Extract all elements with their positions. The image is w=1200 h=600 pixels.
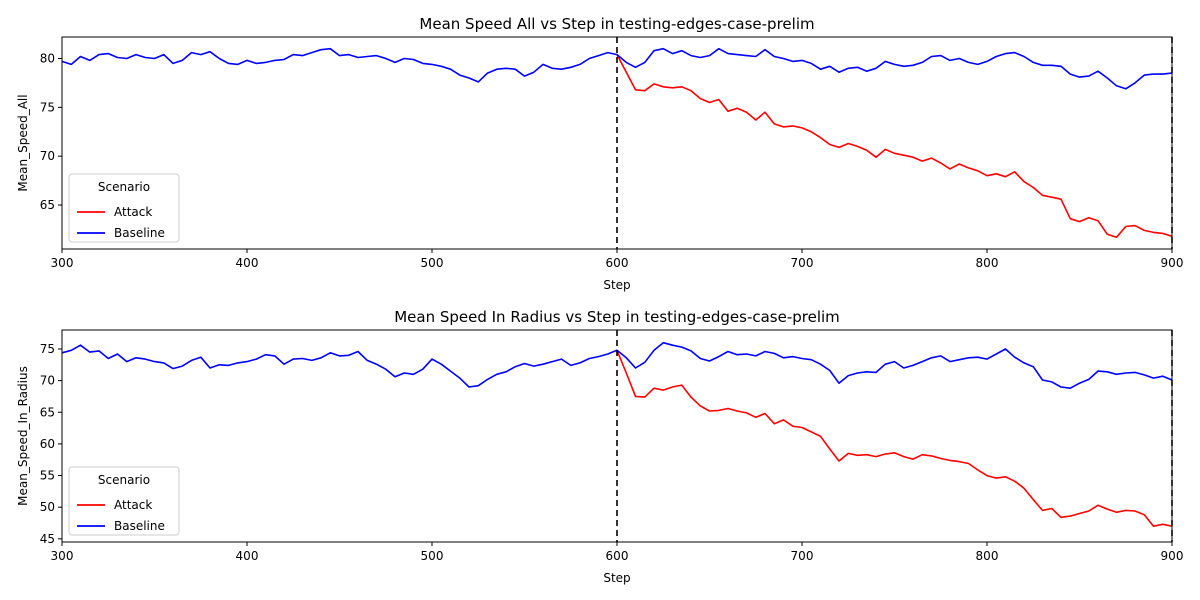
legend-label-attack: Attack xyxy=(114,498,152,512)
y-tick-label-65: 65 xyxy=(40,198,55,212)
y-tick-label-80: 80 xyxy=(40,51,55,65)
y-tick-label-50: 50 xyxy=(40,500,55,514)
legend: Scenario Attack Baseline xyxy=(68,466,180,536)
x-tick-label-500: 500 xyxy=(421,256,444,270)
y-tick-label-70: 70 xyxy=(40,149,55,163)
x-tick-label-600: 600 xyxy=(606,256,629,270)
x-axis-label: Step xyxy=(603,278,630,292)
chart-title: Mean Speed In Radius vs Step in testing-… xyxy=(394,308,840,326)
legend: Scenario Attack Baseline xyxy=(68,173,180,243)
series-line-baseline xyxy=(61,47,1173,90)
legend-box xyxy=(68,173,180,243)
chart-panel-mean-speed-all: 300 400 500 600 700 800 900 65 70 75 80 Mean Speed … xyxy=(16,15,1183,292)
x-tick-label-300: 300 xyxy=(51,549,74,563)
legend-label-attack: Attack xyxy=(114,205,152,219)
series-line-attack xyxy=(616,54,1173,239)
y-tick-label-60: 60 xyxy=(40,437,55,451)
x-tick-label-600: 600 xyxy=(606,549,629,563)
x-axis-label: Step xyxy=(603,571,630,585)
legend-title: Scenario xyxy=(98,473,150,487)
x-tick-label-800: 800 xyxy=(976,256,999,270)
y-tick-label-70: 70 xyxy=(40,374,55,388)
y-tick-label-75: 75 xyxy=(40,342,55,356)
series-line-attack xyxy=(616,349,1173,528)
x-tick-label-500: 500 xyxy=(421,549,444,563)
x-tick-label-300: 300 xyxy=(51,256,74,270)
y-tick-label-75: 75 xyxy=(40,100,55,114)
y-axis-label: Mean_Speed_All xyxy=(16,94,30,191)
x-tick-label-400: 400 xyxy=(236,549,259,563)
legend-box xyxy=(68,466,180,536)
x-tick-label-800: 800 xyxy=(976,549,999,563)
y-tick-label-55: 55 xyxy=(40,469,55,483)
legend-label-baseline: Baseline xyxy=(114,226,165,240)
x-tick-label-700: 700 xyxy=(791,549,814,563)
y-tick-label-65: 65 xyxy=(40,405,55,419)
x-tick-label-900: 900 xyxy=(1161,549,1184,563)
legend-label-baseline: Baseline xyxy=(114,519,165,533)
y-tick-label-45: 45 xyxy=(40,532,55,546)
x-tick-label-400: 400 xyxy=(236,256,259,270)
x-tick-label-900: 900 xyxy=(1161,256,1184,270)
y-axis-label: Mean_Speed_In_Radius xyxy=(16,366,30,506)
chart-title: Mean Speed All vs Step in testing-edges-… xyxy=(419,15,814,33)
x-tick-label-700: 700 xyxy=(791,256,814,270)
legend-title: Scenario xyxy=(98,180,150,194)
chart-panel-mean-speed-in-radius: 300 400 500 600 700 800 900 45 50 55 60 65 70 75 Mean … xyxy=(16,308,1183,585)
